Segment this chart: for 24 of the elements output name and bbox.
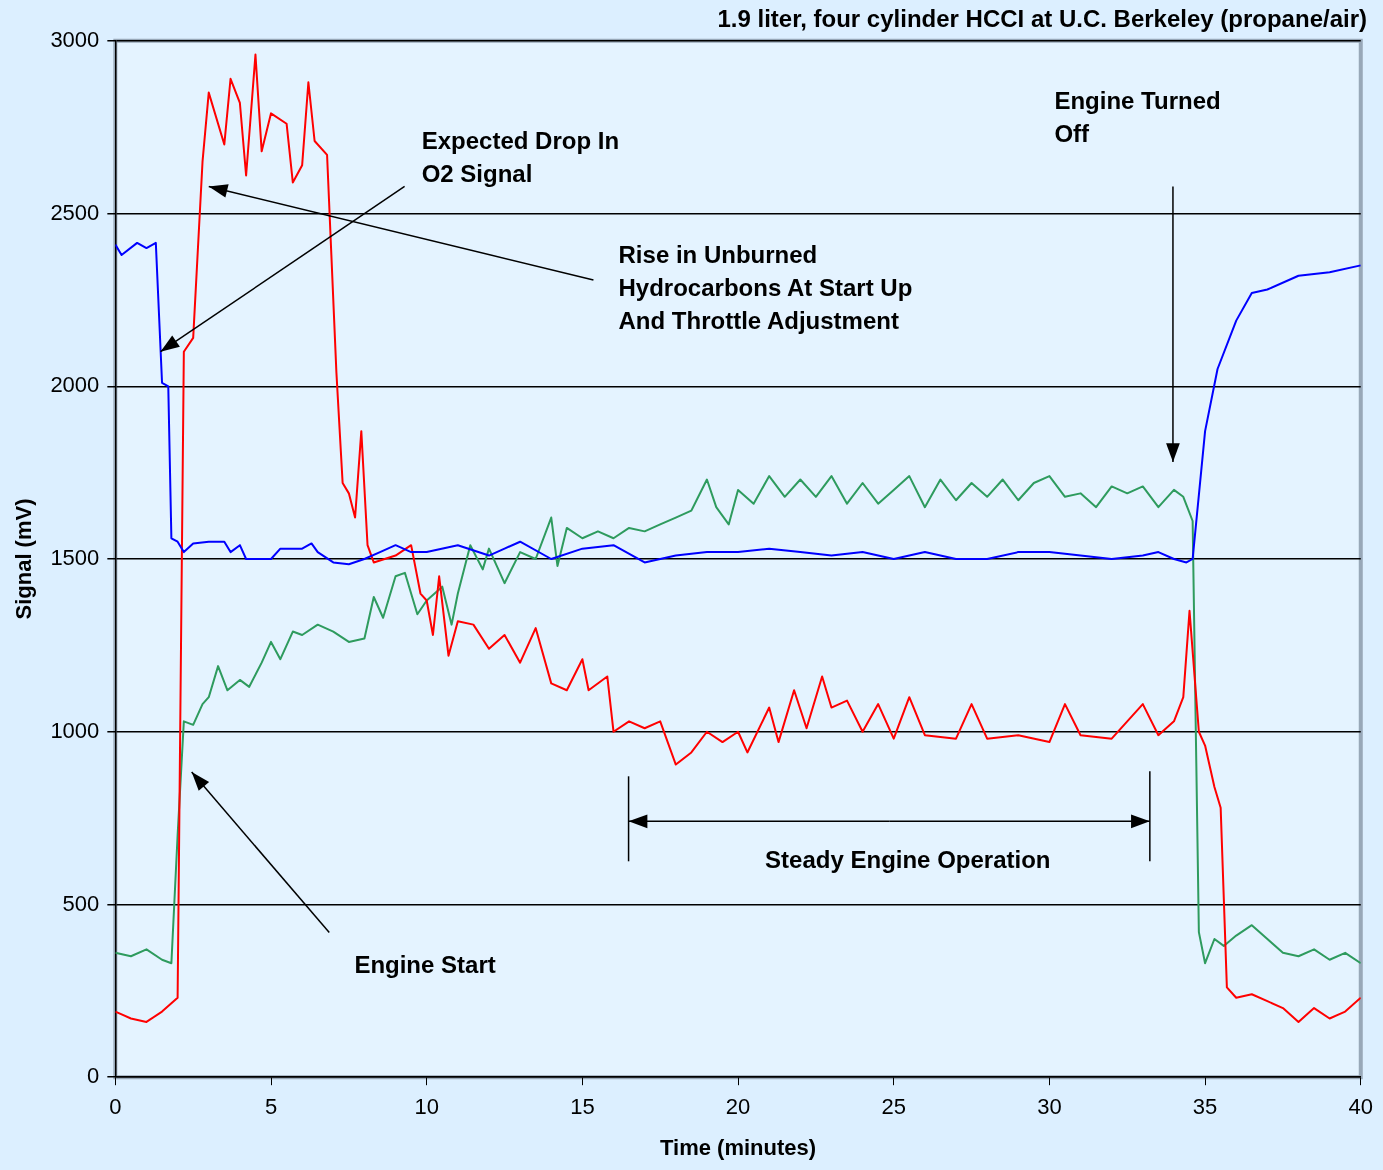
x-tick-label: 25: [881, 1094, 906, 1120]
x-tick-label: 35: [1192, 1094, 1218, 1120]
y-tick-label: 1500: [50, 545, 100, 571]
x-tick-label: 5: [264, 1094, 278, 1120]
y-tick-label: 0: [87, 1063, 100, 1089]
y-axis-title: Signal (mV): [11, 498, 37, 620]
y-tick-label: 2500: [50, 199, 100, 225]
x-tick-label: 15: [570, 1094, 595, 1120]
annotation: Steady Engine Operation: [765, 846, 1051, 874]
annotation: Engine Turned Off: [1054, 87, 1221, 148]
y-tick-label: 3000: [50, 26, 100, 52]
annotation: Engine Start: [354, 951, 496, 979]
y-tick-label: 500: [62, 890, 100, 916]
annotation: Expected Drop In O2 Signal: [421, 126, 620, 187]
x-tick-label: 0: [109, 1094, 122, 1120]
x-tick-label: 30: [1037, 1094, 1062, 1120]
chart-title: 1.9 liter, four cylinder HCCI at U.C. Berkeley (propane/air): [717, 5, 1367, 33]
x-tick-label: 20: [725, 1094, 751, 1120]
y-tick-label: 2000: [50, 372, 100, 398]
x-axis-title: Time (minutes): [660, 1134, 817, 1160]
x-tick-label: 10: [414, 1094, 439, 1120]
x-tick-label: 40: [1348, 1094, 1374, 1120]
annotation: Rise in Unburned Hydrocarbons At Start Up And Throttle Adjustment: [618, 240, 913, 334]
y-tick-label: 1000: [50, 717, 100, 743]
